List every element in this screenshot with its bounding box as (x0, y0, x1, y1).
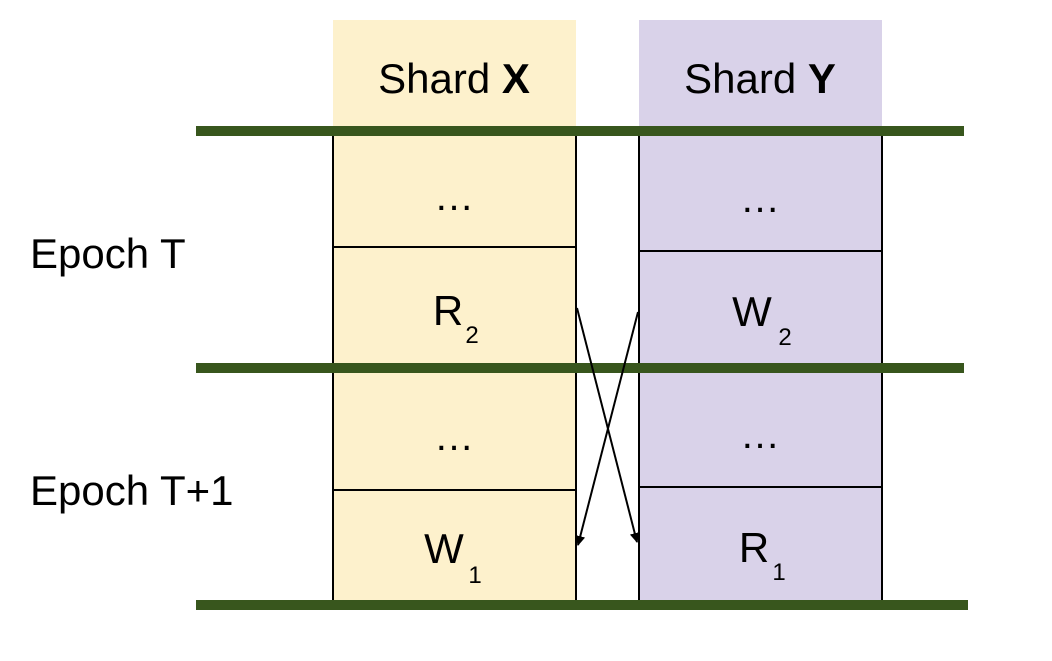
shard-x-header-bg (333, 20, 576, 131)
cell-x-t-ellipsis: … (434, 175, 474, 219)
cell-x-t1-op-subscript: 1 (468, 562, 481, 589)
epoch-t1-label: Epoch T+1 (30, 467, 234, 514)
shard-y-header-bg (639, 20, 882, 131)
cell-y-t1-op-subscript: 1 (772, 559, 785, 586)
cell-x-t-op-subscript: 2 (465, 322, 478, 349)
cell-x-t-op: R (433, 287, 463, 334)
cell-x-t1-ellipsis: … (434, 415, 474, 459)
epoch-t-label: Epoch T (30, 230, 186, 277)
cell-y-t-op-subscript: 2 (778, 324, 791, 351)
arrow-w2-to-w1 (575, 311, 639, 546)
cell-y-t1-op: R (739, 524, 769, 571)
shard-y-label: Shard Y (684, 55, 836, 102)
cell-y-t-op: W (732, 288, 772, 335)
cell-y-t1-ellipsis: … (740, 413, 780, 457)
arrow-r2-to-r1 (576, 307, 640, 543)
cell-x-t1-op: W (424, 525, 464, 572)
shard-x-label: Shard X (378, 55, 530, 102)
cell-y-t-ellipsis: … (740, 177, 780, 221)
